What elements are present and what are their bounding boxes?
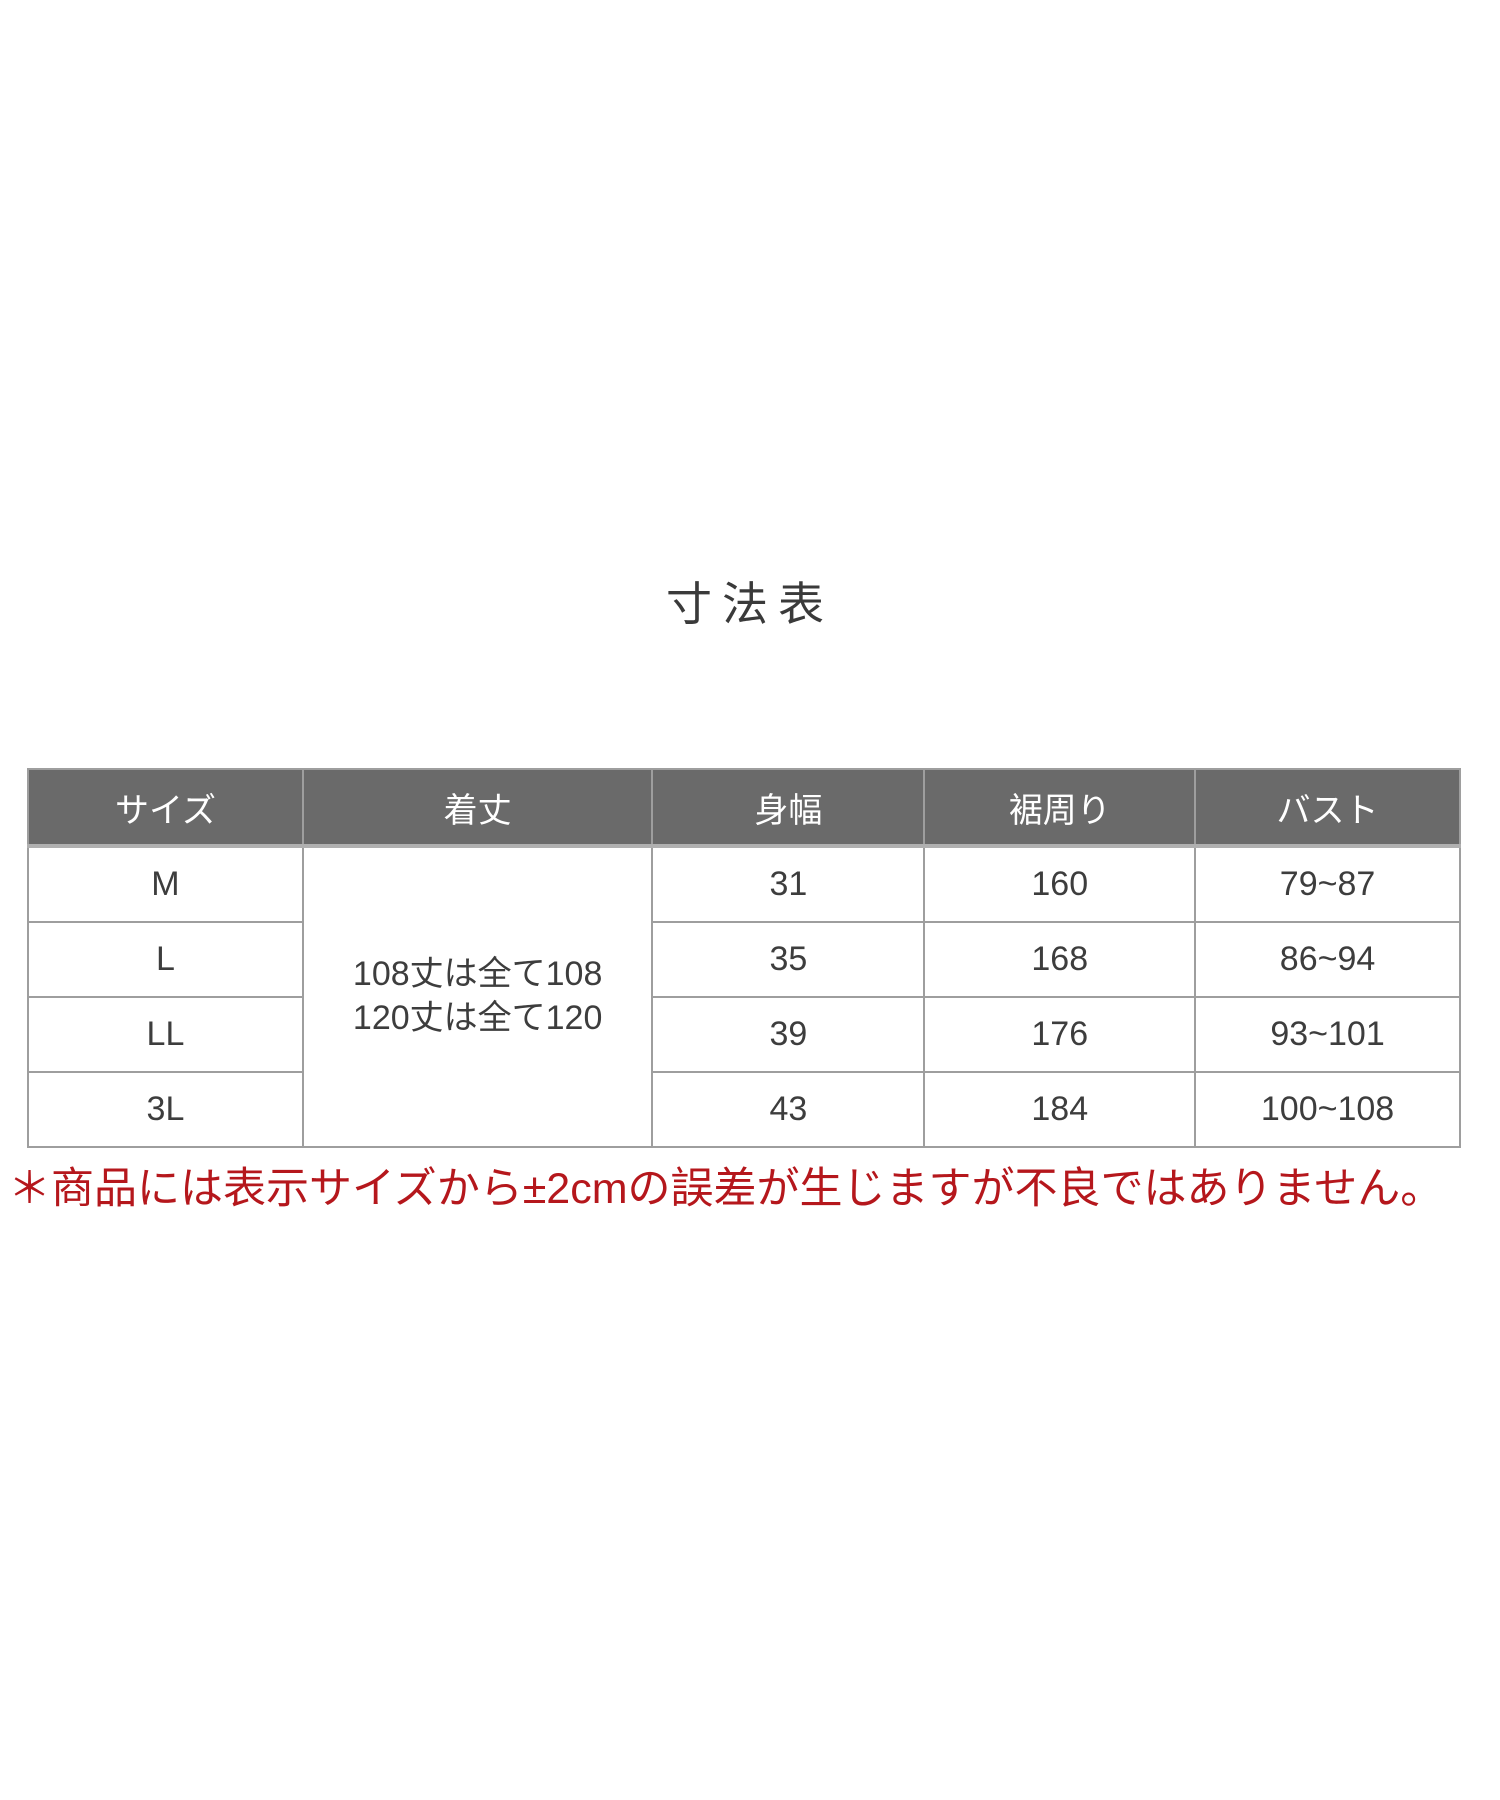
table-header-row: サイズ 着丈 身幅 裾周り バスト (27, 768, 1461, 848)
size-cell: 3L (27, 1071, 304, 1148)
body-width-cell: 35 (651, 921, 926, 998)
col-header-bust: バスト (1194, 768, 1461, 848)
hem-cell: 168 (923, 921, 1197, 998)
length-note-line-1: 108丈は全て108 (352, 955, 603, 994)
bust-cell: 93~101 (1194, 996, 1461, 1073)
hem-cell: 184 (923, 1071, 1197, 1148)
col-header-size: サイズ (27, 768, 304, 848)
size-cell: L (27, 921, 304, 998)
tolerance-note: ＊商品には表示サイズから±2cmの誤差が生じますが不良ではありません。 (8, 1165, 1444, 1213)
hem-cell: 176 (923, 996, 1197, 1073)
table-row-m: M 108丈は全て108 120丈は全て120 31 160 79~87 (27, 845, 1461, 1148)
body-width-cell: 43 (651, 1071, 926, 1148)
table-row-ll: LL 39 176 93~101 (27, 996, 1461, 1073)
size-cell: M (27, 845, 304, 923)
body-width-cell: 31 (651, 845, 926, 923)
bust-cell: 100~108 (1194, 1071, 1461, 1148)
col-header-body-width: 身幅 (651, 768, 926, 848)
page-title: 寸法表 (666, 578, 834, 630)
bust-cell: 86~94 (1194, 921, 1461, 998)
table-row-l: L 35 168 86~94 (27, 921, 1461, 998)
hem-cell: 160 (923, 845, 1197, 923)
col-header-length: 着丈 (301, 768, 654, 848)
body-width-cell: 39 (651, 996, 926, 1073)
bust-cell: 79~87 (1194, 845, 1461, 923)
size-cell: LL (27, 996, 304, 1073)
length-merged-cell: 108丈は全て108 120丈は全て120 (301, 845, 654, 1148)
size-spec-table: サイズ 着丈 身幅 裾周り バスト M 108丈は全て108 120丈は全て12… (27, 768, 1461, 1148)
col-header-hem: 裾周り (923, 768, 1197, 848)
length-note-line-2: 120丈は全て120 (352, 999, 603, 1037)
table-row-3l: 3L 43 184 100~108 (27, 1071, 1461, 1148)
